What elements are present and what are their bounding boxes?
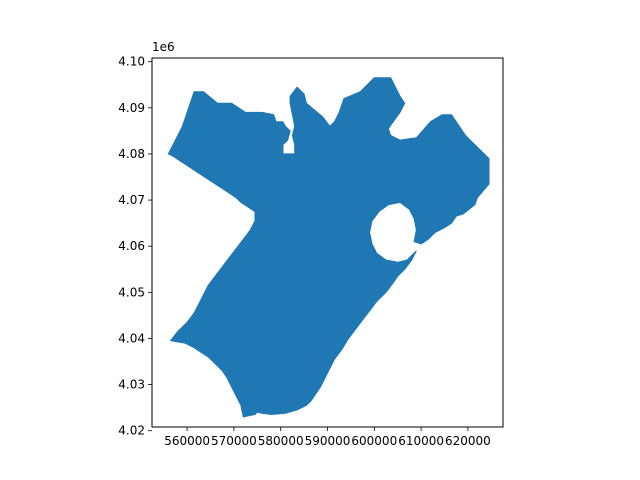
- y-tick-label: 4.06: [118, 239, 145, 253]
- x-tick-label: 600000: [351, 434, 397, 448]
- y-tick-label: 4.07: [118, 193, 145, 207]
- x-tick-label: 590000: [305, 434, 351, 448]
- x-axis: 560000 570000 580000 590000 600000 610000 6200…: [164, 427, 491, 448]
- x-tick-label: 610000: [398, 434, 444, 448]
- y-tick-label: 4.09: [118, 101, 145, 115]
- y-tick-label: 4.08: [118, 147, 145, 161]
- x-tick-label: 570000: [211, 434, 257, 448]
- y-tick-label: 4.10: [118, 55, 145, 69]
- y-offset-label: 1e6: [152, 40, 175, 54]
- series-region-0: [167, 77, 490, 418]
- axes: 560000 570000 580000 590000 600000 610000 6200…: [118, 40, 504, 448]
- y-axis: 4.02 4.03 4.04 4.05 4.06 4.07 4.08 4.09 4.10: [118, 55, 152, 438]
- y-tick-label: 4.03: [118, 378, 145, 392]
- y-tick-label: 4.04: [118, 331, 145, 345]
- y-tick-label: 4.05: [118, 285, 145, 299]
- x-tick-label: 620000: [445, 434, 491, 448]
- y-tick-label: 4.02: [118, 424, 145, 438]
- x-tick-label: 560000: [164, 434, 210, 448]
- series-layer: [167, 77, 490, 418]
- x-tick-label: 580000: [258, 434, 304, 448]
